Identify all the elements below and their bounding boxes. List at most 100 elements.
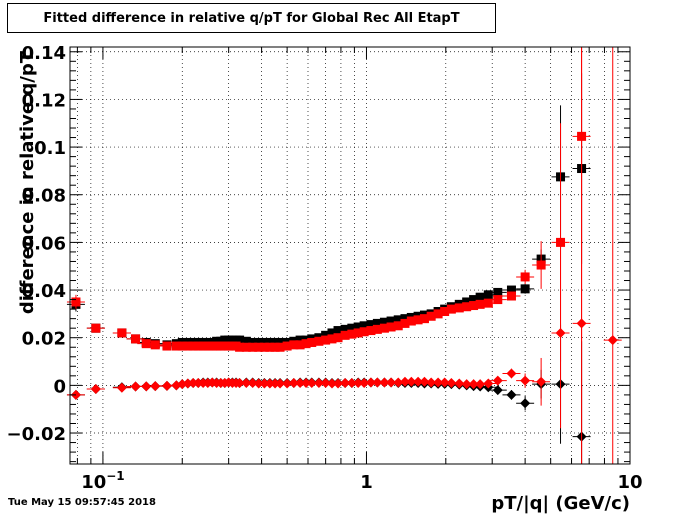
data-point bbox=[555, 327, 566, 338]
x-axis-title: pT/|q| (GeV/c) bbox=[491, 493, 630, 514]
data-point bbox=[419, 376, 430, 387]
data-point bbox=[295, 340, 305, 350]
data-point bbox=[321, 330, 331, 340]
data-point bbox=[454, 378, 465, 389]
data-point bbox=[440, 306, 450, 316]
data-point bbox=[314, 336, 324, 346]
data-point bbox=[117, 328, 127, 338]
data-point bbox=[327, 334, 337, 344]
data-series bbox=[66, 47, 591, 464]
data-point bbox=[506, 285, 516, 295]
data-point bbox=[241, 336, 251, 346]
data-point bbox=[340, 330, 350, 340]
data-point bbox=[506, 389, 517, 400]
data-point bbox=[520, 284, 530, 294]
data-point bbox=[393, 315, 403, 325]
data-point bbox=[141, 381, 152, 392]
y-axis-title: difference in relative q/pT bbox=[17, 50, 38, 314]
chart-title: Fitted difference in relative q/pT for G… bbox=[43, 10, 460, 26]
data-point bbox=[576, 318, 587, 329]
data-point bbox=[400, 314, 410, 324]
data-point bbox=[520, 398, 531, 409]
y-tick-label: 0.12 bbox=[22, 90, 66, 111]
y-tick-label: 0.04 bbox=[22, 281, 66, 302]
data-point bbox=[71, 297, 81, 307]
data-point bbox=[520, 375, 531, 386]
data-point bbox=[359, 321, 369, 331]
data-point bbox=[483, 298, 493, 308]
data-point bbox=[419, 314, 429, 324]
data-point bbox=[235, 335, 245, 345]
data-point bbox=[475, 379, 486, 390]
data-point bbox=[393, 321, 403, 331]
data-point bbox=[131, 334, 141, 344]
x-tick-label: 10 bbox=[617, 472, 642, 493]
data-point bbox=[386, 322, 396, 332]
y-tick-label: 0.02 bbox=[22, 329, 66, 350]
data-point bbox=[413, 315, 423, 325]
data-layer bbox=[66, 47, 622, 464]
data-point bbox=[492, 385, 503, 396]
data-point bbox=[462, 302, 472, 312]
data-point bbox=[433, 309, 443, 319]
data-point bbox=[406, 316, 416, 326]
data-point bbox=[141, 339, 151, 349]
data-point bbox=[372, 318, 382, 328]
data-point bbox=[366, 326, 376, 336]
data-point bbox=[353, 328, 363, 338]
data-point bbox=[379, 317, 389, 327]
data-point bbox=[493, 295, 503, 305]
data-point bbox=[469, 301, 479, 311]
plot-frame bbox=[69, 46, 631, 465]
data-point bbox=[492, 375, 503, 386]
data-point bbox=[91, 323, 101, 333]
x-tick-label: 10−1 bbox=[81, 469, 124, 493]
chart-title-box: Fitted difference in relative q/pT for G… bbox=[7, 3, 496, 33]
y-tick-label: 0 bbox=[53, 376, 66, 397]
data-point bbox=[462, 297, 472, 307]
data-series bbox=[66, 73, 591, 350]
data-point bbox=[475, 299, 485, 309]
data-point bbox=[321, 335, 331, 345]
data-point bbox=[393, 377, 404, 388]
data-point bbox=[506, 291, 516, 301]
data-point bbox=[353, 322, 363, 332]
data-point bbox=[520, 272, 530, 282]
data-point bbox=[327, 328, 337, 338]
data-point bbox=[333, 333, 343, 343]
data-point bbox=[469, 295, 479, 305]
grid bbox=[70, 47, 631, 464]
data-point bbox=[161, 380, 172, 391]
data-point bbox=[347, 323, 357, 333]
data-point bbox=[333, 326, 343, 336]
data-point bbox=[607, 335, 618, 346]
data-point bbox=[536, 260, 546, 270]
data-point bbox=[359, 327, 369, 337]
data-point bbox=[116, 382, 127, 393]
data-point bbox=[426, 311, 436, 321]
data-point bbox=[536, 376, 547, 387]
data-point bbox=[379, 323, 389, 333]
data-point bbox=[150, 340, 160, 350]
data-point bbox=[162, 341, 172, 351]
data-point bbox=[475, 292, 485, 302]
data-point bbox=[493, 287, 503, 297]
data-point bbox=[282, 341, 292, 351]
y-tick-label: 0.08 bbox=[22, 186, 66, 207]
y-tick-label: 0.06 bbox=[22, 233, 66, 254]
data-point bbox=[366, 320, 376, 330]
y-tick-label: 0.1 bbox=[34, 138, 66, 159]
data-point bbox=[483, 290, 493, 300]
data-point bbox=[275, 342, 285, 352]
data-point bbox=[150, 381, 161, 392]
data-point bbox=[454, 303, 464, 313]
data-point bbox=[400, 318, 410, 328]
data-point bbox=[347, 329, 357, 339]
data-point bbox=[130, 381, 141, 392]
data-point bbox=[340, 324, 350, 334]
axes: −0.02 0 0.02 0.04 0.06 0.08 0.1 0.12 0.14 10−1 1 10 bbox=[7, 43, 643, 493]
data-point bbox=[301, 339, 311, 349]
data-point bbox=[506, 368, 517, 379]
data-point bbox=[386, 316, 396, 326]
data-series bbox=[66, 47, 622, 464]
